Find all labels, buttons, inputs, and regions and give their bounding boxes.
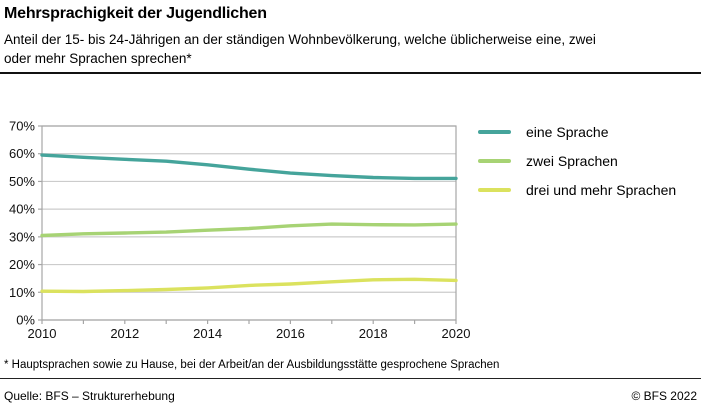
legend-label: zwei Sprachen [526, 152, 618, 169]
svg-text:2010: 2010 [28, 326, 57, 341]
legend-swatch-zwei-sprachen [478, 158, 511, 163]
svg-text:60%: 60% [9, 146, 35, 161]
chart-footnote: * Hauptsprachen sowie zu Hause, bei der … [4, 359, 500, 371]
footer-separator [0, 378, 701, 379]
legend-item-eine-sprache: eine Sprache [478, 117, 676, 146]
svg-text:2018: 2018 [359, 326, 388, 341]
svg-text:50%: 50% [9, 174, 35, 189]
svg-text:20%: 20% [9, 257, 35, 272]
svg-text:30%: 30% [9, 229, 35, 244]
svg-text:2016: 2016 [276, 326, 305, 341]
header-separator [0, 72, 701, 74]
chart-legend: eine Sprache zwei Sprachen drei und mehr… [478, 117, 676, 204]
legend-item-drei-und-mehr-sprachen: drei und mehr Sprachen [478, 175, 676, 204]
legend-swatch-eine-sprache [478, 129, 511, 134]
svg-text:40%: 40% [9, 202, 35, 217]
svg-text:2014: 2014 [193, 326, 222, 341]
svg-text:70%: 70% [9, 119, 35, 134]
legend-swatch-drei-und-mehr-sprachen [478, 187, 511, 192]
svg-text:10%: 10% [9, 285, 35, 300]
source-text: Quelle: BFS – Strukturerhebung [4, 389, 175, 403]
svg-text:2012: 2012 [110, 326, 139, 341]
legend-label: drei und mehr Sprachen [526, 181, 677, 198]
legend-label: eine Sprache [526, 123, 609, 140]
copyright-text: © BFS 2022 [631, 389, 697, 403]
footer: Quelle: BFS – Strukturerhebung © BFS 202… [4, 389, 697, 403]
svg-text:2020: 2020 [442, 326, 470, 341]
legend-item-zwei-sprachen: zwei Sprachen [478, 146, 676, 175]
page-subtitle: Anteil der 15- bis 24-Jährigen an der st… [4, 32, 596, 66]
svg-text:0%: 0% [16, 313, 35, 328]
line-chart: 0% 10% 20% 30% 40% 50% 60% 70% 2010 2012 2014 2016 2… [9, 119, 470, 342]
page-title: Mehrsprachigkeit der Jugendlichen [4, 5, 267, 22]
